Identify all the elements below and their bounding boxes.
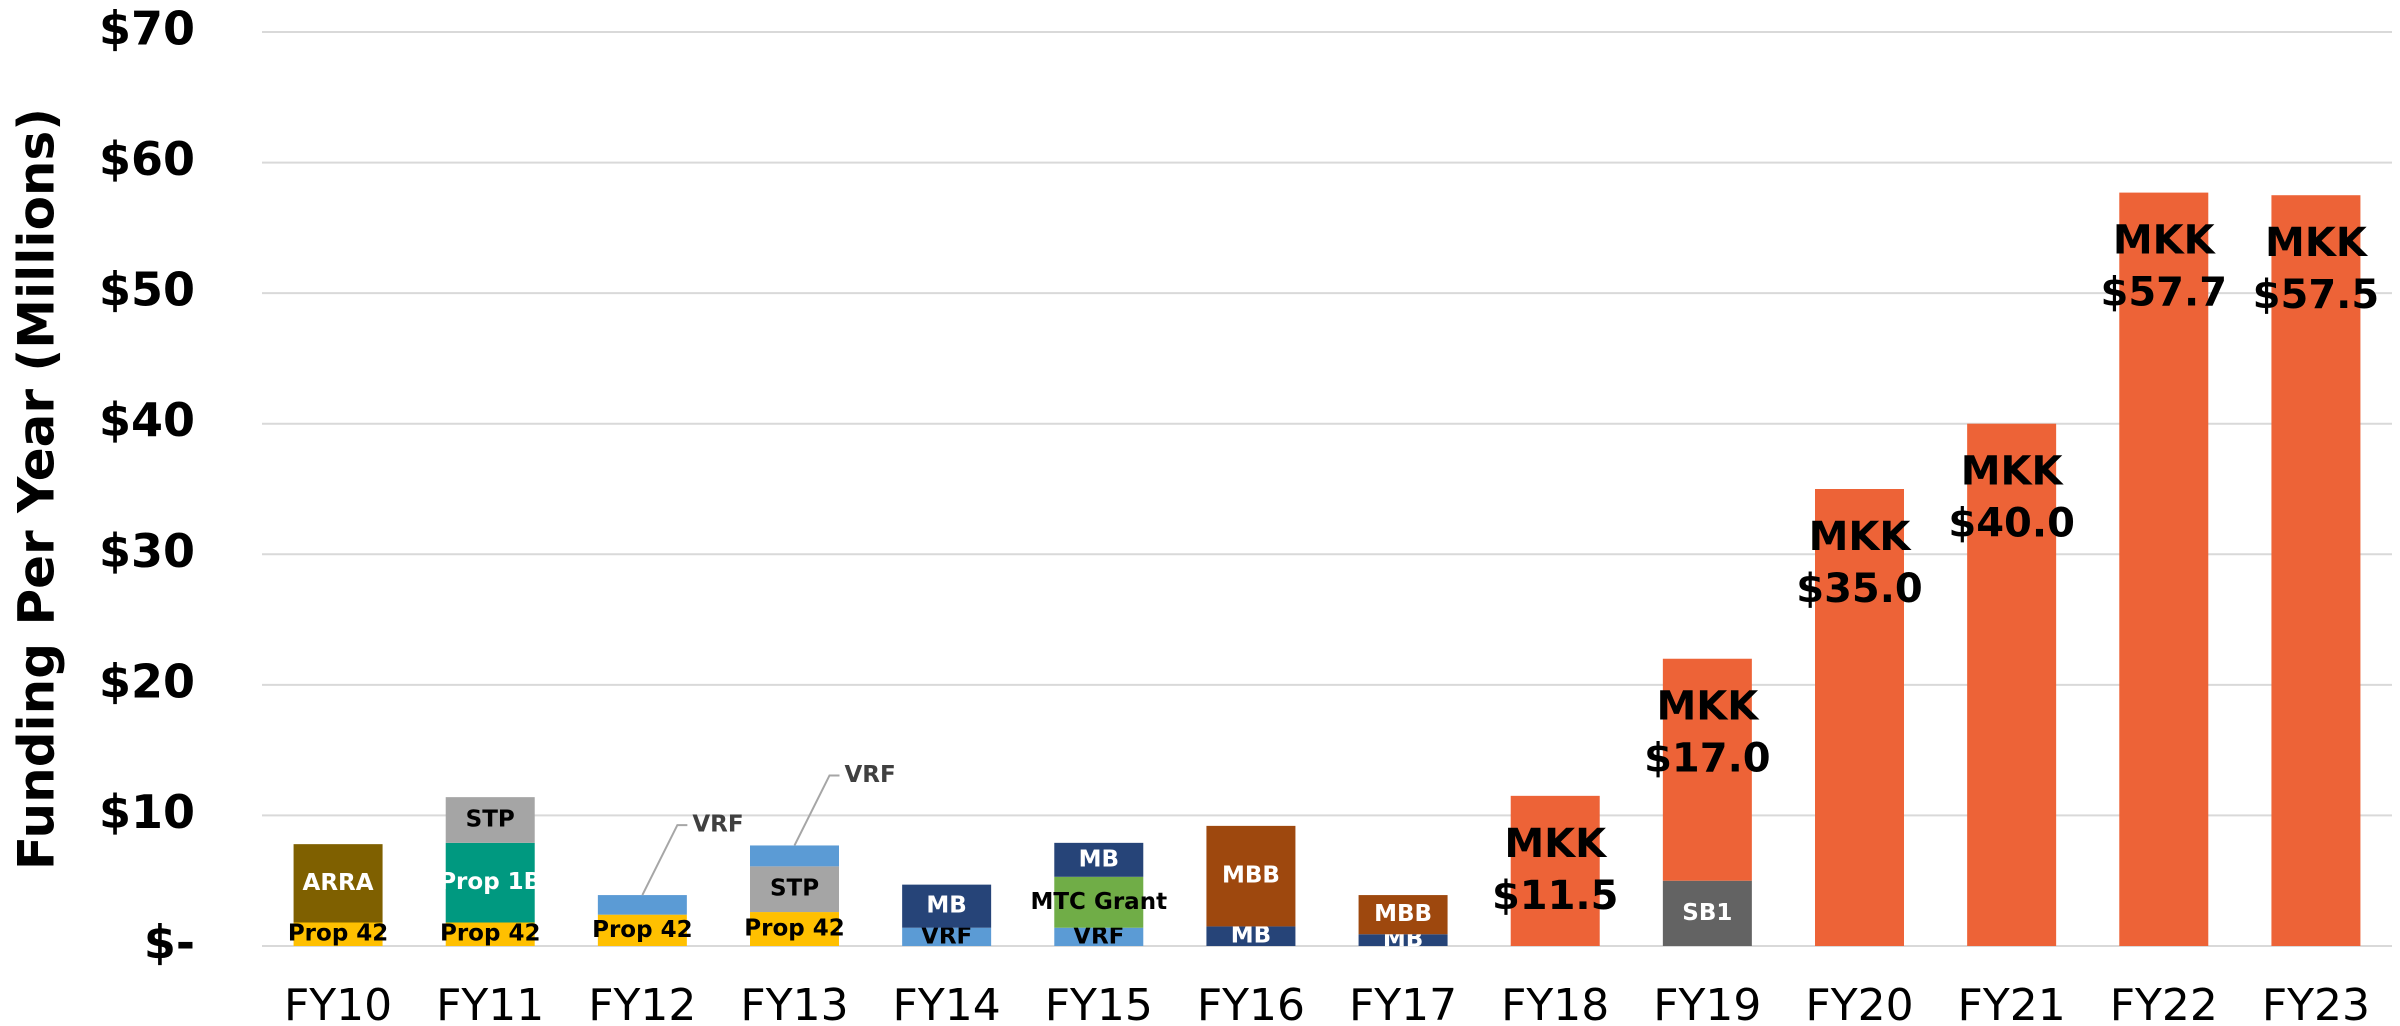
bar-segment <box>293 844 383 923</box>
x-tick-label: FY21 <box>1958 980 2066 1026</box>
x-tick-label: FY12 <box>588 980 696 1026</box>
bar-segment <box>1358 934 1448 946</box>
segment-label: STP <box>770 876 819 902</box>
y-tick-label: $10 <box>99 785 195 839</box>
bar-segment <box>1206 825 1296 927</box>
x-tick-label: FY20 <box>1805 980 1913 1026</box>
segment-label: VRF <box>692 812 743 838</box>
bar-segment <box>445 842 535 923</box>
bar-segment <box>293 922 383 946</box>
bar-segment <box>597 895 687 915</box>
bar-segment <box>2271 195 2361 946</box>
series-label: MKK <box>1656 684 1760 730</box>
leader-line <box>641 824 688 896</box>
bar-segment <box>2119 192 2209 947</box>
bar-segment <box>902 884 992 928</box>
data-label: $57.7 <box>2101 270 2228 316</box>
segment-label: MB <box>1231 923 1271 949</box>
data-label: $40.0 <box>1948 501 2075 547</box>
segment-label: MB <box>1079 846 1119 872</box>
x-tick-label: FY11 <box>436 980 544 1026</box>
x-tick-label: FY15 <box>1045 980 1153 1026</box>
series-label: MKK <box>1504 821 1608 867</box>
leader-line <box>793 774 840 846</box>
segment-label: Prop 42 <box>440 921 540 947</box>
x-tick-label: FY23 <box>2262 980 2370 1026</box>
bar-segment <box>597 914 687 946</box>
bar-segment <box>1358 895 1448 935</box>
x-tick-label: FY14 <box>893 980 1001 1026</box>
bar-segment <box>750 866 839 913</box>
segment-label: MBB <box>1374 901 1432 927</box>
bar-segment <box>1662 658 1752 881</box>
x-tick-label: FY19 <box>1653 980 1761 1026</box>
y-tick-label: $30 <box>99 524 195 578</box>
y-tick-label: $70 <box>99 2 195 56</box>
y-tick-label: $40 <box>99 393 195 447</box>
series-label: MKK <box>1961 449 2065 495</box>
bar-segment <box>445 797 535 843</box>
segment-label: SB1 <box>1682 900 1732 926</box>
bar-segment <box>445 922 535 946</box>
x-tick-label: FY18 <box>1501 980 1609 1026</box>
segment-label: Prop 42 <box>744 916 844 942</box>
bar-segment <box>902 927 992 946</box>
bar-segment <box>1054 927 1144 946</box>
segment-label: STP <box>466 806 515 832</box>
segment-label: MTC Grant <box>1030 889 1167 915</box>
segment-label: Prop 42 <box>592 917 692 943</box>
bar-segment <box>1662 880 1752 946</box>
series-label: MKK <box>2265 220 2369 266</box>
bar-segment <box>1054 876 1144 928</box>
series-label: MKK <box>2113 218 2217 264</box>
y-tick-label: $50 <box>99 263 195 317</box>
x-tick-label: FY13 <box>740 980 848 1026</box>
y-tick-label: $20 <box>99 654 195 708</box>
bar-segment <box>1815 489 1904 946</box>
y-tick-label: $60 <box>99 132 195 186</box>
bar-segment <box>1967 423 2057 946</box>
bar-segment <box>1206 926 1296 946</box>
data-label: $35.0 <box>1796 566 1923 612</box>
segment-label: MBB <box>1222 863 1280 889</box>
x-tick-label: FY22 <box>2110 980 2218 1026</box>
data-label: $17.0 <box>1644 736 1771 782</box>
x-tick-label: FY10 <box>284 980 392 1026</box>
segment-label: Prop 1B <box>439 869 541 895</box>
data-label: $11.5 <box>1492 873 1619 919</box>
series-label: MKK <box>1809 514 1913 560</box>
bar-segment <box>750 912 839 946</box>
bar-segment <box>1054 842 1144 877</box>
segment-label: ARRA <box>303 870 374 896</box>
bar-segment <box>750 845 839 867</box>
data-label: $57.5 <box>2253 272 2380 318</box>
segment-label: Prop 42 <box>288 921 388 947</box>
y-tick-label: $- <box>144 916 195 970</box>
bar-segment <box>1510 795 1600 946</box>
x-tick-label: FY17 <box>1349 980 1457 1026</box>
segment-label: VRF <box>845 762 896 788</box>
y-axis-label: Funding Per Year (Millions) <box>8 108 66 870</box>
segment-label: MB <box>926 893 966 919</box>
x-tick-label: FY16 <box>1197 980 1305 1026</box>
